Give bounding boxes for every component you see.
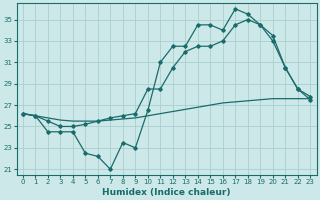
X-axis label: Humidex (Indice chaleur): Humidex (Indice chaleur) (102, 188, 231, 197)
